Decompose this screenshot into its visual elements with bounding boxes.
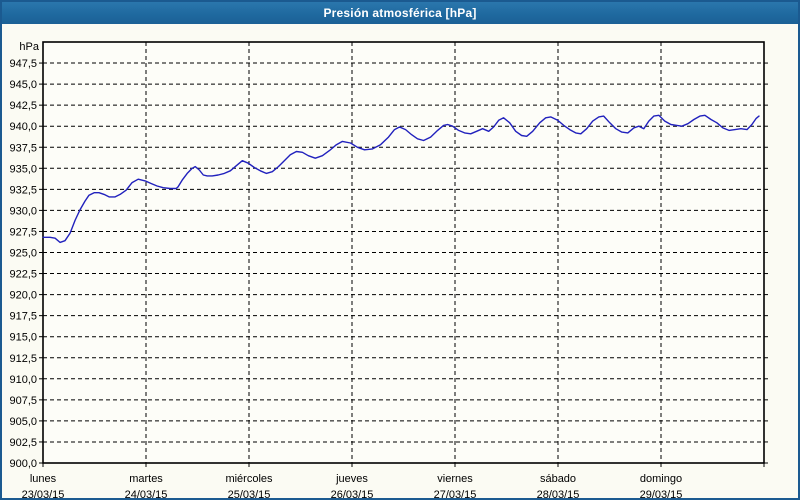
day-date-label: 23/03/15 (22, 489, 65, 498)
day-date-label: 26/03/15 (331, 489, 374, 498)
y-tick-label: 912,5 (9, 353, 37, 365)
day-name-label: sábado (540, 473, 576, 485)
y-tick-label: 917,5 (9, 311, 37, 323)
chart-title: Presión atmosférica [hPa] (323, 6, 477, 20)
day-name-label: lunes (30, 473, 57, 485)
y-tick-label: 915,0 (9, 332, 37, 344)
y-tick-label: 907,5 (9, 395, 37, 407)
y-tick-label: 925,0 (9, 248, 37, 260)
y-tick-label: 947,5 (9, 58, 37, 70)
y-tick-label: 920,0 (9, 290, 37, 302)
window-titlebar: Presión atmosférica [hPa] (2, 2, 798, 24)
day-date-label: 27/03/15 (434, 489, 477, 498)
y-tick-label: 902,5 (9, 437, 37, 449)
pressure-chart: 900,0 902,5 905,0 907,5 910,0 912,5 915,0 917,5… (9, 41, 768, 498)
y-tick-label: 922,5 (9, 269, 37, 281)
chart-area: 900,0 902,5 905,0 907,5 910,0 912,5 915,0 917,5… (2, 26, 798, 498)
day-date-label: 25/03/15 (228, 489, 271, 498)
day-name-label: jueves (335, 473, 368, 485)
y-tick-label: 940,0 (9, 121, 37, 133)
y-tick-label: 905,0 (9, 416, 37, 428)
day-name-label: miércoles (225, 473, 273, 485)
y-tick-label: 937,5 (9, 142, 37, 154)
y-tick-label: 930,0 (9, 205, 37, 217)
day-name-label: domingo (640, 473, 682, 485)
y-tick-label: 942,5 (9, 100, 37, 112)
day-name-label: martes (129, 473, 163, 485)
day-date-label: 24/03/15 (125, 489, 168, 498)
y-tick-label: 910,0 (9, 374, 37, 386)
y-tick-label: 945,0 (9, 79, 37, 91)
pressure-line (42, 114, 760, 244)
y-tick-label: 932,5 (9, 184, 37, 196)
day-date-label: 28/03/15 (537, 489, 580, 498)
y-tick-label: 935,0 (9, 163, 37, 175)
y-tick-label: 900,0 (9, 458, 37, 470)
day-date-label: 29/03/15 (640, 489, 683, 498)
y-axis-unit: hPa (19, 41, 39, 53)
plot-border (42, 41, 765, 464)
day-name-label: viernes (437, 473, 473, 485)
y-tick-label: 927,5 (9, 226, 37, 238)
